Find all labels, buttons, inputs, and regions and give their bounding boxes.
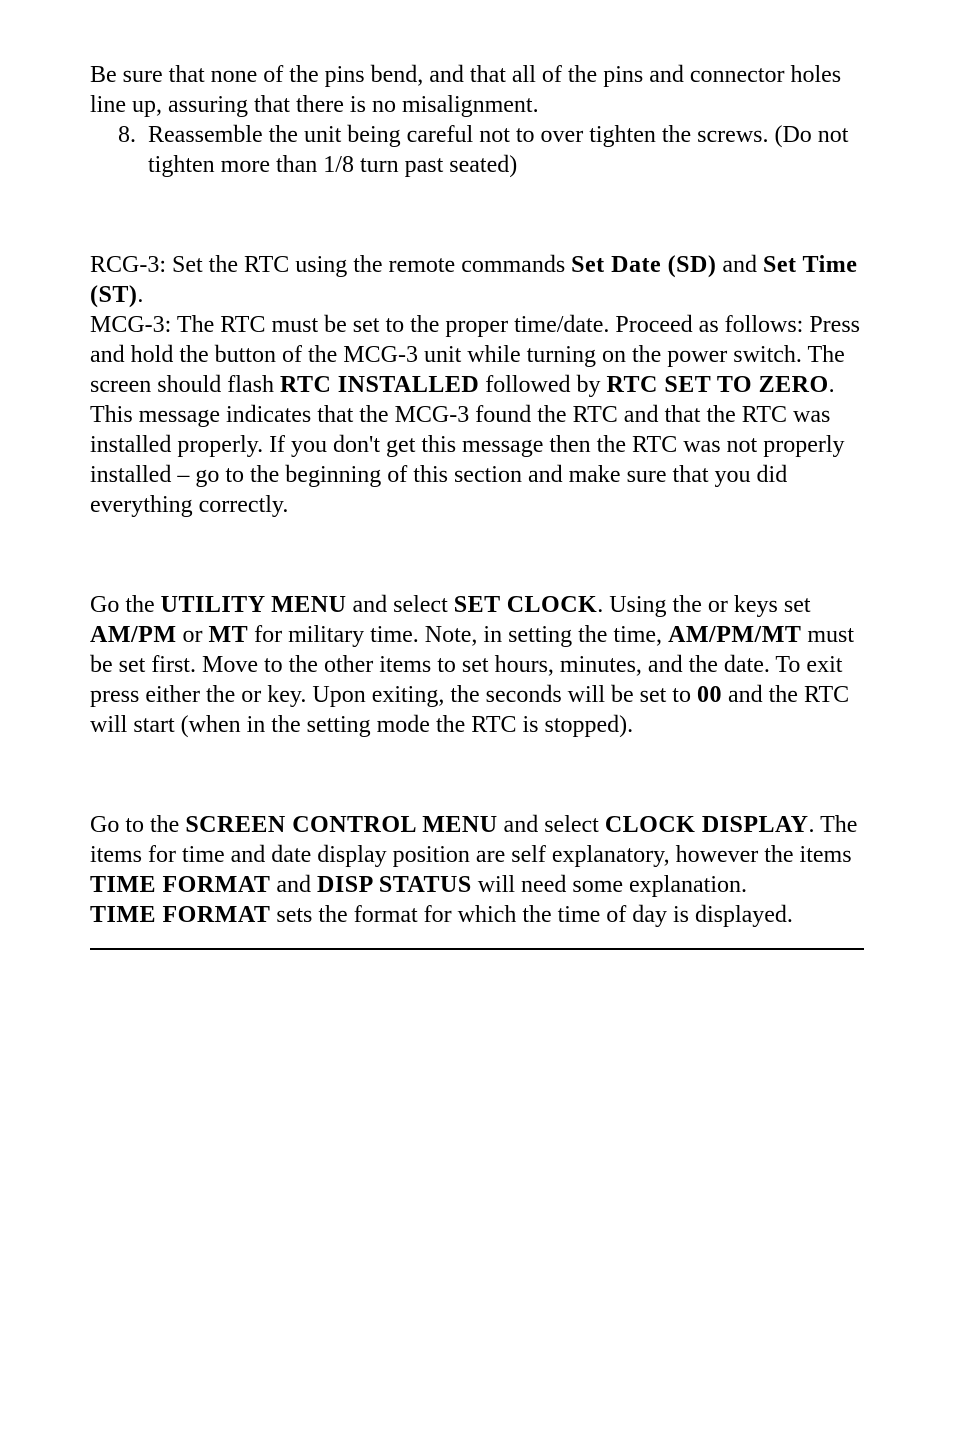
text-run: and bbox=[270, 872, 317, 898]
bold-run: RTC SET TO ZERO bbox=[607, 372, 829, 398]
mcg-paragraph: MCG-3: The RTC must be set to the proper… bbox=[90, 310, 864, 520]
step-item: 8. Reassemble the unit being careful not… bbox=[90, 120, 864, 180]
bold-run: 00 bbox=[697, 682, 722, 708]
text-run: followed by bbox=[479, 372, 606, 398]
step-list: 8. Reassemble the unit being careful not… bbox=[90, 120, 864, 180]
text-run: Go to the bbox=[90, 812, 185, 838]
text-run: or bbox=[176, 622, 208, 648]
text-run: and select bbox=[346, 592, 453, 618]
screen-control-paragraph: Go to the SCREEN CONTROL MENU and select… bbox=[90, 810, 864, 900]
spacer bbox=[90, 180, 864, 250]
bold-run: DISP STATUS bbox=[317, 872, 472, 898]
text-run: for military time. Note, in setting the … bbox=[248, 622, 668, 648]
bold-run: CLOCK DISPLAY bbox=[605, 812, 809, 838]
step-number: 8. bbox=[90, 120, 148, 180]
text-run: Go the bbox=[90, 592, 161, 618]
bold-run: TIME FORMAT bbox=[90, 872, 270, 898]
bold-run: RTC INSTALLED bbox=[280, 372, 479, 398]
spacer bbox=[90, 740, 864, 810]
rcg-paragraph: RCG-3: Set the RTC using the remote comm… bbox=[90, 250, 864, 310]
bold-run: SET CLOCK bbox=[454, 592, 597, 618]
text-run: RCG-3: Set the RTC using the remote comm… bbox=[90, 252, 571, 278]
document-page: Be sure that none of the pins bend, and … bbox=[0, 0, 954, 1431]
spacer bbox=[90, 520, 864, 590]
text-run: sets the format for which the time of da… bbox=[270, 902, 793, 928]
bold-run: SCREEN CONTROL MENU bbox=[185, 812, 497, 838]
step-continuation-text: Be sure that none of the pins bend, and … bbox=[90, 60, 864, 120]
bold-run: UTILITY MENU bbox=[161, 592, 347, 618]
step-text: Reassemble the unit being careful not to… bbox=[148, 120, 864, 180]
text-run: will need some explanation. bbox=[472, 872, 747, 898]
bold-run: AM/PM/MT bbox=[668, 622, 801, 648]
text-run: . Using the or keys set bbox=[597, 592, 810, 618]
bold-run: Set Date (SD) bbox=[571, 252, 716, 278]
bold-run: TIME FORMAT bbox=[90, 902, 270, 928]
text-run: . bbox=[137, 282, 143, 308]
bold-run: MT bbox=[208, 622, 248, 648]
text-run: and select bbox=[498, 812, 605, 838]
bold-run: AM/PM bbox=[90, 622, 176, 648]
time-format-paragraph: TIME FORMAT sets the format for which th… bbox=[90, 900, 864, 930]
text-run: and bbox=[716, 252, 763, 278]
horizontal-rule bbox=[90, 948, 864, 950]
utility-menu-paragraph: Go the UTILITY MENU and select SET CLOCK… bbox=[90, 590, 864, 740]
